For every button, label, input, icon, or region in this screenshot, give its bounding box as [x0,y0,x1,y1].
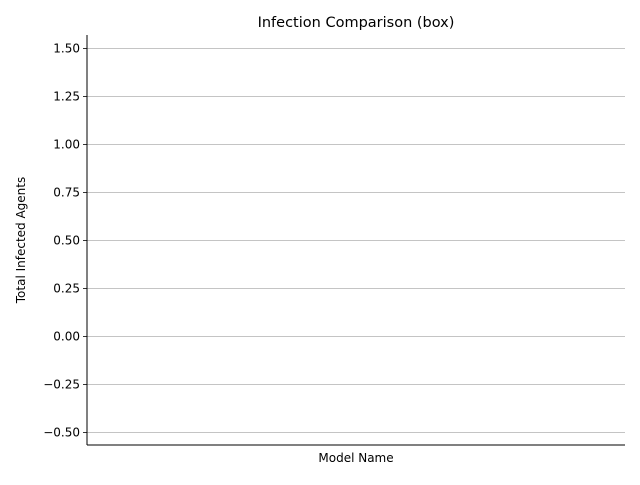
x-axis-label: Model Name [318,451,393,465]
y-tick-label: 1.25 [53,90,80,104]
y-tick-label: 0.75 [53,186,80,200]
y-axis-label: Total Infected Agents [14,177,28,304]
y-tick-label: 0.50 [53,234,80,248]
y-tick-label: −0.25 [43,378,80,392]
chart-title: Infection Comparison (box) [258,15,455,31]
y-tick-label: 0.25 [53,282,80,296]
y-axis-ticks: −0.50 −0.25 0.00 0.25 0.50 0.75 1.00 1.25 1.50 [43,42,87,440]
y-tick-label: 1.00 [53,138,80,152]
y-tick-label: −0.50 [43,426,80,440]
y-tick-label: 0.00 [53,330,80,344]
grid-lines [87,48,625,433]
y-tick-label: 1.50 [53,42,80,56]
